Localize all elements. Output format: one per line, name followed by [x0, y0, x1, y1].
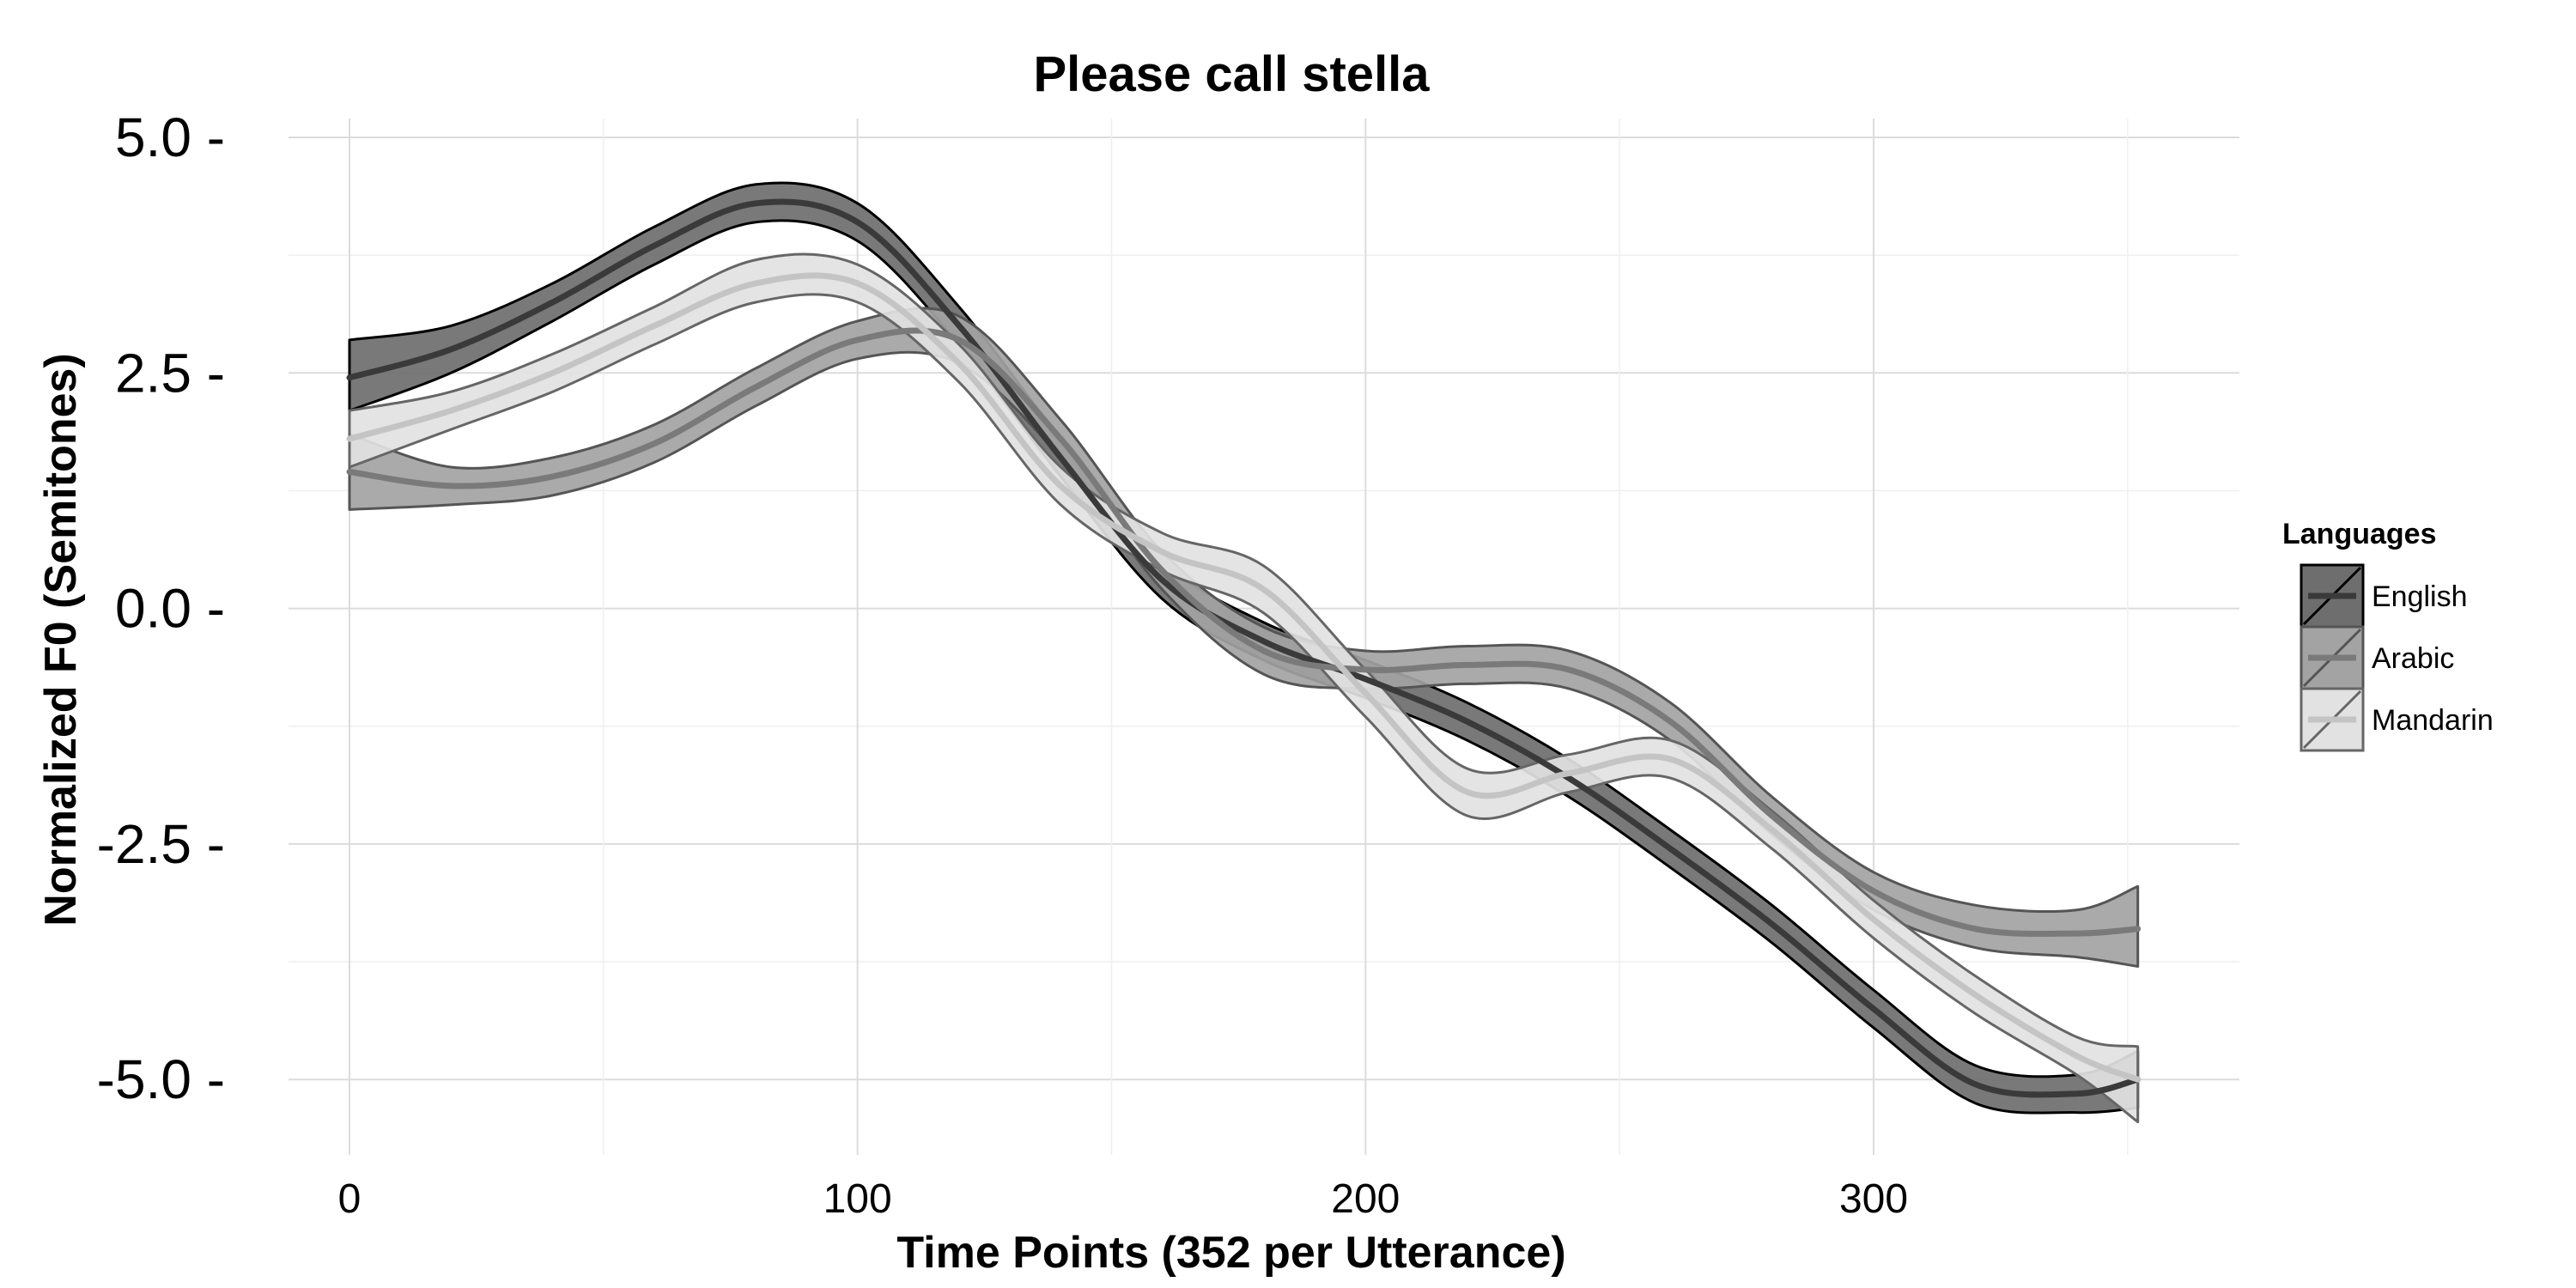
line-english — [346, 198, 2142, 1098]
x-axis: 0 100 200 300 — [338, 1176, 1908, 1222]
legend: Languages English Arabic Mandarin — [2282, 518, 2494, 752]
band-mandarin — [348, 252, 2140, 1124]
x-tick-label: 300 — [1839, 1176, 1908, 1222]
legend-label-mandarin: Mandarin — [2372, 704, 2494, 737]
legend-title: Languages — [2282, 518, 2436, 550]
chart-title: Please call stella — [1033, 46, 1430, 102]
y-tick-label: -5.0 - — [97, 1048, 225, 1110]
y-tick-label: 0.0 - — [115, 578, 225, 640]
legend-label-arabic: Arabic — [2372, 642, 2454, 675]
line-arabic — [346, 327, 2142, 938]
y-axis-title: Normalized F0 (Semitones) — [36, 353, 86, 926]
x-tick-label: 0 — [338, 1176, 361, 1222]
series-lines — [346, 198, 2142, 1098]
y-axis: 5.0 - 2.5 - 0.0 - -2.5 - -5.0 - — [97, 106, 225, 1110]
line-mandarin — [346, 272, 2142, 1083]
legend-item-english: English — [2300, 563, 2468, 629]
y-tick-label: -2.5 - — [97, 813, 225, 875]
x-tick-label: 100 — [823, 1176, 892, 1222]
legend-items: English Arabic Mandarin — [2300, 563, 2494, 752]
y-tick-label: 2.5 - — [115, 342, 225, 404]
legend-item-arabic: Arabic — [2300, 625, 2454, 690]
legend-item-mandarin: Mandarin — [2300, 687, 2494, 752]
legend-label-english: English — [2372, 580, 2468, 613]
x-axis-title: Time Points (352 per Utterance) — [896, 1228, 1565, 1278]
x-tick-label: 200 — [1331, 1176, 1400, 1222]
y-tick-label: 5.0 - — [115, 106, 225, 168]
